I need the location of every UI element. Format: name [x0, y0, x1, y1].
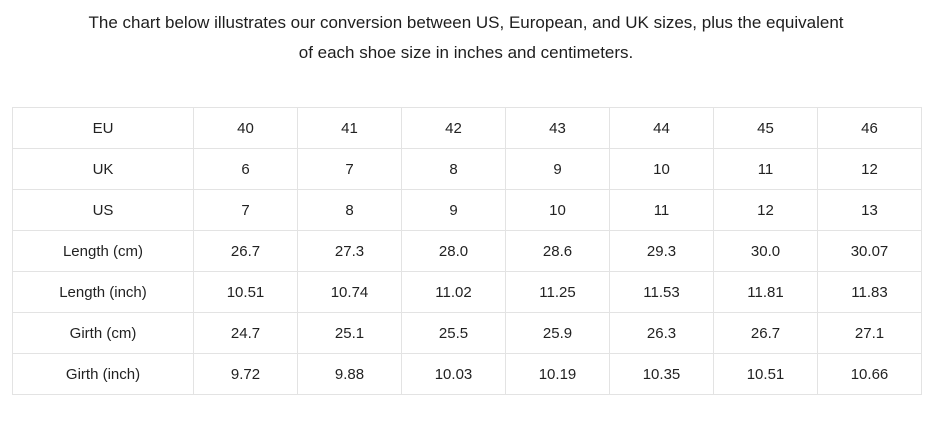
- table-cell: 6: [193, 148, 298, 190]
- table-cell: 10.03: [401, 353, 506, 395]
- table-cell: 12: [713, 189, 818, 231]
- table-row: UK 6 7 8 9 10 11 12: [12, 148, 922, 190]
- table-cell: 27.3: [297, 230, 402, 272]
- table-row: EU 40 41 42 43 44 45 46: [12, 107, 922, 149]
- table-cell: 25.1: [297, 312, 402, 354]
- table-cell: 42: [401, 107, 506, 149]
- table-cell: 11.53: [609, 271, 714, 313]
- table-cell: 25.9: [505, 312, 610, 354]
- table-cell: 13: [817, 189, 922, 231]
- table-cell: 41: [297, 107, 402, 149]
- row-label: Length (cm): [12, 230, 194, 272]
- row-label: Girth (cm): [12, 312, 194, 354]
- table-cell: 46: [817, 107, 922, 149]
- table-row: Length (cm) 26.7 27.3 28.0 28.6 29.3 30.0 30.07: [12, 230, 922, 272]
- table-cell: 9.88: [297, 353, 402, 395]
- table-cell: 10.35: [609, 353, 714, 395]
- table-cell: 28.0: [401, 230, 506, 272]
- table-cell: 45: [713, 107, 818, 149]
- table-cell: 11: [713, 148, 818, 190]
- table-body: EU 40 41 42 43 44 45 46 UK 6 7 8 9 10 11 12 US 7 8 9 10 11 12 1…: [12, 107, 922, 395]
- table-cell: 11.02: [401, 271, 506, 313]
- size-conversion-table-container: EU 40 41 42 43 44 45 46 UK 6 7 8 9 10 11 12 US 7 8 9 10 11 12 1…: [12, 107, 922, 395]
- title-line-1: The chart below illustrates our conversi…: [88, 13, 844, 32]
- table-cell: 25.5: [401, 312, 506, 354]
- row-label: Girth (inch): [12, 353, 194, 395]
- table-cell: 28.6: [505, 230, 610, 272]
- table-cell: 10.51: [193, 271, 298, 313]
- table-cell: 9: [505, 148, 610, 190]
- table-cell: 10.19: [505, 353, 610, 395]
- table-row: Length (inch) 10.51 10.74 11.02 11.25 11.53 11…: [12, 271, 922, 313]
- row-label: Length (inch): [12, 271, 194, 313]
- row-label: UK: [12, 148, 194, 190]
- table-cell: 27.1: [817, 312, 922, 354]
- table-cell: 10.66: [817, 353, 922, 395]
- row-label: EU: [12, 107, 194, 149]
- table-row: Girth (cm) 24.7 25.1 25.5 25.9 26.3 26.7 27.1: [12, 312, 922, 354]
- table-cell: 12: [817, 148, 922, 190]
- page-title: The chart below illustrates our conversi…: [0, 0, 932, 68]
- table-cell: 7: [193, 189, 298, 231]
- table-cell: 44: [609, 107, 714, 149]
- table-cell: 26.7: [713, 312, 818, 354]
- table-row: US 7 8 9 10 11 12 13: [12, 189, 922, 231]
- table-cell: 10: [609, 148, 714, 190]
- table-row: Girth (inch) 9.72 9.88 10.03 10.19 10.35 10.51…: [12, 353, 922, 395]
- table-cell: 10.74: [297, 271, 402, 313]
- table-cell: 24.7: [193, 312, 298, 354]
- table-cell: 8: [401, 148, 506, 190]
- table-cell: 9: [401, 189, 506, 231]
- table-cell: 11.25: [505, 271, 610, 313]
- table-cell: 26.3: [609, 312, 714, 354]
- title-line-2: of each shoe size in inches and centimet…: [298, 43, 634, 62]
- table-cell: 30.0: [713, 230, 818, 272]
- table-cell: 8: [297, 189, 402, 231]
- table-cell: 10.51: [713, 353, 818, 395]
- table-cell: 11.83: [817, 271, 922, 313]
- table-cell: 26.7: [193, 230, 298, 272]
- table-cell: 43: [505, 107, 610, 149]
- size-conversion-table: EU 40 41 42 43 44 45 46 UK 6 7 8 9 10 11 12 US 7 8 9 10 11 12 1…: [12, 107, 922, 395]
- row-label: US: [12, 189, 194, 231]
- table-cell: 40: [193, 107, 298, 149]
- table-cell: 29.3: [609, 230, 714, 272]
- table-cell: 7: [297, 148, 402, 190]
- table-cell: 9.72: [193, 353, 298, 395]
- table-cell: 30.07: [817, 230, 922, 272]
- table-cell: 10: [505, 189, 610, 231]
- table-cell: 11.81: [713, 271, 818, 313]
- table-cell: 11: [609, 189, 714, 231]
